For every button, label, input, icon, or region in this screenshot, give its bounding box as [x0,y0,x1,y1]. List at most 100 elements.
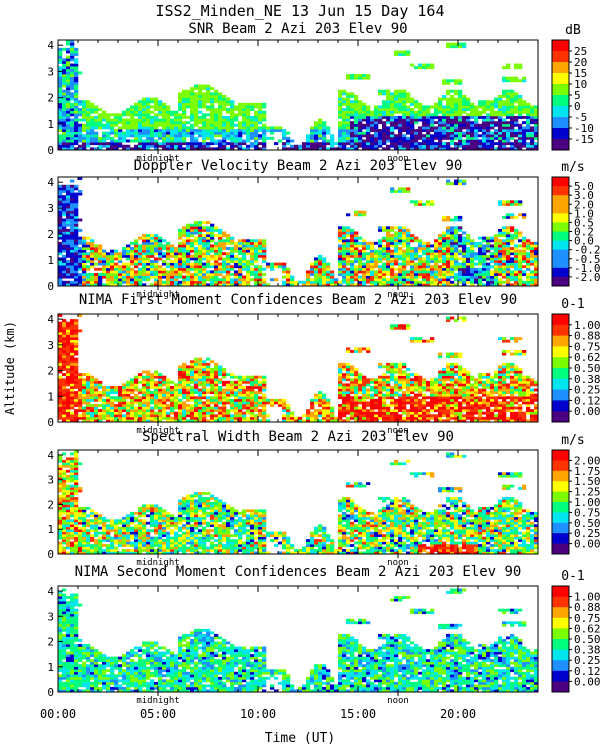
heatmap-cell [354,270,359,274]
heatmap-cell [98,398,103,402]
heatmap-cell [378,142,383,146]
heatmap-cell [502,254,507,258]
heatmap-cell [66,391,71,395]
heatmap-cell [106,118,111,122]
heatmap-cell [306,147,311,151]
heatmap-cell [122,110,127,114]
heatmap-cell [206,100,211,104]
heatmap-cell [218,270,223,274]
heatmap-cell [458,42,463,46]
heatmap-cell [402,139,407,143]
heatmap-cell [62,396,67,400]
heatmap-cell [358,241,363,245]
heatmap-cell [346,126,351,130]
heatmap-cell [386,108,391,112]
heatmap-cell [134,129,139,132]
heatmap-cell [458,102,463,106]
heatmap-cell [470,252,475,256]
heatmap-cell [94,249,99,253]
y-tick-label: 2 [47,92,54,105]
heatmap-cell [386,262,391,266]
heatmap-cell [98,249,103,253]
heatmap-cell [150,129,155,132]
heatmap-cell [514,95,519,98]
heatmap-cell [182,406,187,410]
heatmap-cell [74,393,79,397]
heatmap-cell [74,375,79,379]
heatmap-cell [126,254,131,258]
heatmap-cell [74,257,79,261]
heatmap-cell [66,350,71,353]
heatmap-cell [178,115,183,119]
heatmap-cell [430,63,435,67]
heatmap-cell [162,416,167,420]
heatmap-cell [190,110,195,114]
heatmap-cell [150,411,155,415]
heatmap-cell [166,142,171,146]
heatmap-cell [354,283,359,287]
heatmap-cell [90,414,95,418]
colorbar-label: 20 [574,56,587,69]
heatmap-cell [210,142,215,146]
heatmap-cell [398,254,403,258]
heatmap-cell [478,110,483,114]
heatmap-cell [58,344,63,348]
heatmap-cell [78,396,83,400]
heatmap-cell [70,321,75,325]
heatmap-cell [346,102,351,106]
heatmap-cell [146,257,151,261]
heatmap-cell [454,273,459,276]
heatmap-cell [370,139,375,143]
heatmap-cell [398,139,403,143]
heatmap-cell [166,280,171,284]
heatmap-cell [70,105,75,109]
heatmap-cell [510,108,515,112]
heatmap-cell [282,142,287,146]
heatmap-cell [506,95,511,98]
heatmap-cell [318,257,323,261]
heatmap-cell [62,129,67,132]
heatmap-cell [134,247,139,250]
heatmap-cell [390,113,395,117]
heatmap-cell [386,115,391,119]
heatmap-cell [154,270,159,274]
heatmap-cell [386,136,391,140]
heatmap-cell [350,247,355,250]
heatmap-cell [486,280,491,284]
heatmap-cell [474,257,479,261]
heatmap-cell [170,275,175,279]
heatmap-cell [62,213,67,217]
heatmap-cell [458,234,463,237]
heatmap-cell [194,102,199,106]
heatmap-cell [74,47,79,51]
heatmap-cell [466,234,471,237]
heatmap-cell [442,215,447,219]
heatmap-cell [94,398,99,402]
heatmap-cell [98,126,103,130]
heatmap-cell [254,136,259,140]
heatmap-cell [478,260,483,263]
heatmap-cell [214,262,219,266]
heatmap-cell [366,275,371,279]
heatmap-cell [90,136,95,140]
heatmap-cell [434,241,439,245]
heatmap-cell [190,378,195,382]
heatmap-cell [450,139,455,143]
heatmap-cell [74,401,79,405]
heatmap-cell [470,254,475,258]
heatmap-cell [382,121,387,125]
heatmap-cell [230,247,235,250]
heatmap-cell [70,121,75,125]
heatmap-cell [426,121,431,125]
heatmap-cell [318,278,323,282]
heatmap-cell [238,139,243,143]
heatmap-cell [354,110,359,114]
heatmap-cell [66,210,71,214]
heatmap-cell [138,102,143,106]
heatmap-cell [202,144,207,148]
heatmap-cell [154,404,159,407]
heatmap-cell [62,409,67,413]
heatmap-cell [90,411,95,415]
heatmap-cell [218,231,223,235]
heatmap-cell [210,113,215,117]
